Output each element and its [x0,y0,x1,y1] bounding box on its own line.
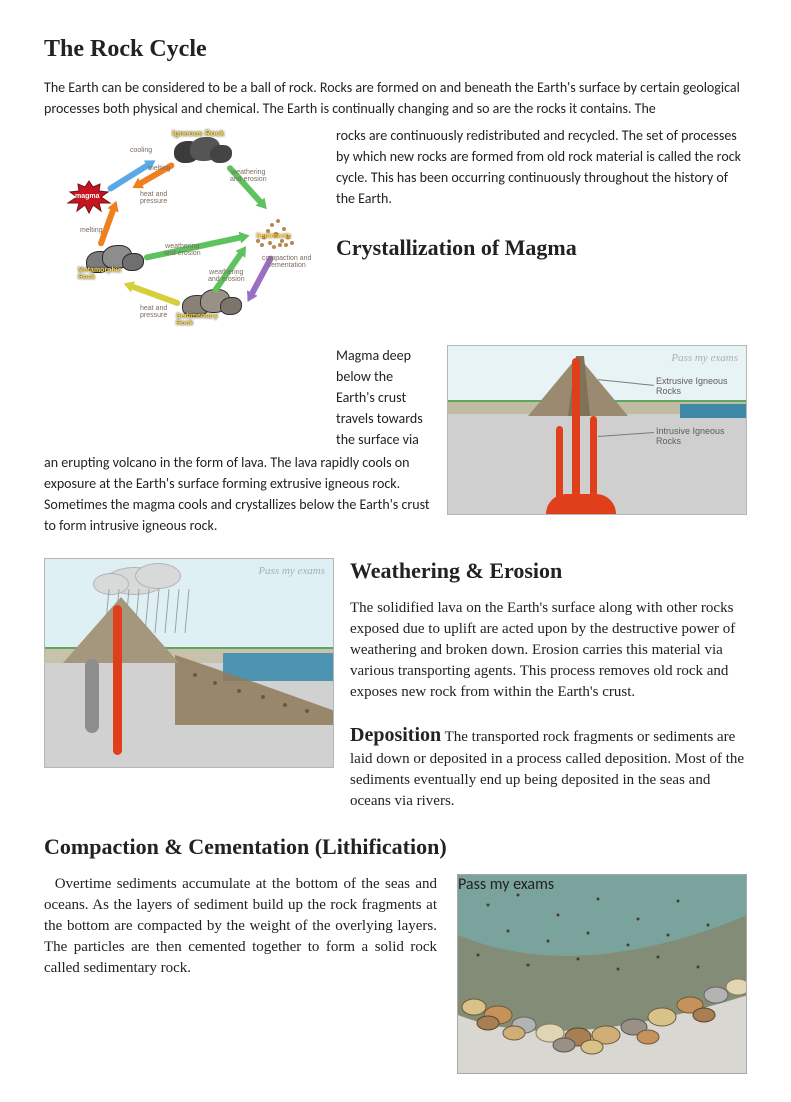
arrow-sr-to-meta [130,283,181,306]
intro-with-figure: magma Igneous Rock Sediments Sedimen [44,125,747,335]
intro-para-a: The Earth can be considered to be a ball… [44,77,747,119]
sediments-node: Sediments [250,211,300,251]
lbl-cc: compaction andcementation [262,255,311,269]
lbl-we-2: weatheringand erosion [164,243,201,257]
metamorph-label: MetamorphicRock [78,267,122,281]
gravel [175,655,334,725]
fig-weathering: Pass my exams [44,558,334,768]
lbl-melting-2: melting [80,227,103,234]
sedrock-node: SedimentaryRock [182,285,237,321]
magma-node: magma [66,179,112,220]
lbl-we-1: weatheringand erosion [230,169,267,183]
page-title: The Rock Cycle [44,36,747,63]
fig-crystallization: Pass my exams Extrusive Igneous Rocks In… [447,345,747,515]
crystal-body: an erupting volcano in the form of lava.… [44,452,433,536]
rock-cycle-diagram: magma Igneous Rock Sediments Sedimen [44,125,324,335]
sedrock-label: SedimentaryRock [176,313,218,327]
metamorph-node: MetamorphicRock [86,241,141,277]
callout-intrusive: Intrusive Igneous Rocks [656,426,746,446]
igneous-label: Igneous Rock [172,129,224,138]
deposition-block: Deposition The transported rock fragment… [350,721,747,812]
igneous-node: Igneous Rock [174,131,229,167]
lbl-hp-2: heat andpressure [140,305,167,319]
watermark-2: Pass my exams [258,565,325,577]
callout-extrusive: Extrusive Igneous Rocks [656,376,746,396]
sediments-label: Sediments [256,233,291,240]
intro-para-b: rocks are continuously redistributed and… [336,125,747,209]
lbl-hp-1: heat andpressure [140,191,167,205]
magma-label: magma [75,193,100,200]
lbl-cooling: cooling [130,147,152,154]
compaction-row: Overtime sediments accumulate at the bot… [44,874,747,1074]
weathering-heading: Weathering & Erosion [350,558,747,584]
compaction-body: Overtime sediments accumulate at the bot… [44,874,437,979]
deposition-heading: Deposition [350,724,441,746]
weathering-row: Pass my exams [44,558,747,812]
crystallization-row: Magma deep below the Earth's crust trave… [44,345,747,536]
weathering-body: The solidified lava on the Earth's surfa… [350,598,747,703]
fig-compaction: Pass my exams [457,874,747,1074]
lbl-melting-1: melting [148,165,171,172]
crystal-heading: Crystallization of Magma [336,235,747,261]
compaction-heading: Compaction & Cementation (Lithification) [44,834,747,860]
lbl-we-3: weatheringand erosion [208,269,245,283]
watermark-1: Pass my exams [671,352,738,364]
crystal-lead: Magma deep below the Earth's crust trave… [336,345,433,450]
